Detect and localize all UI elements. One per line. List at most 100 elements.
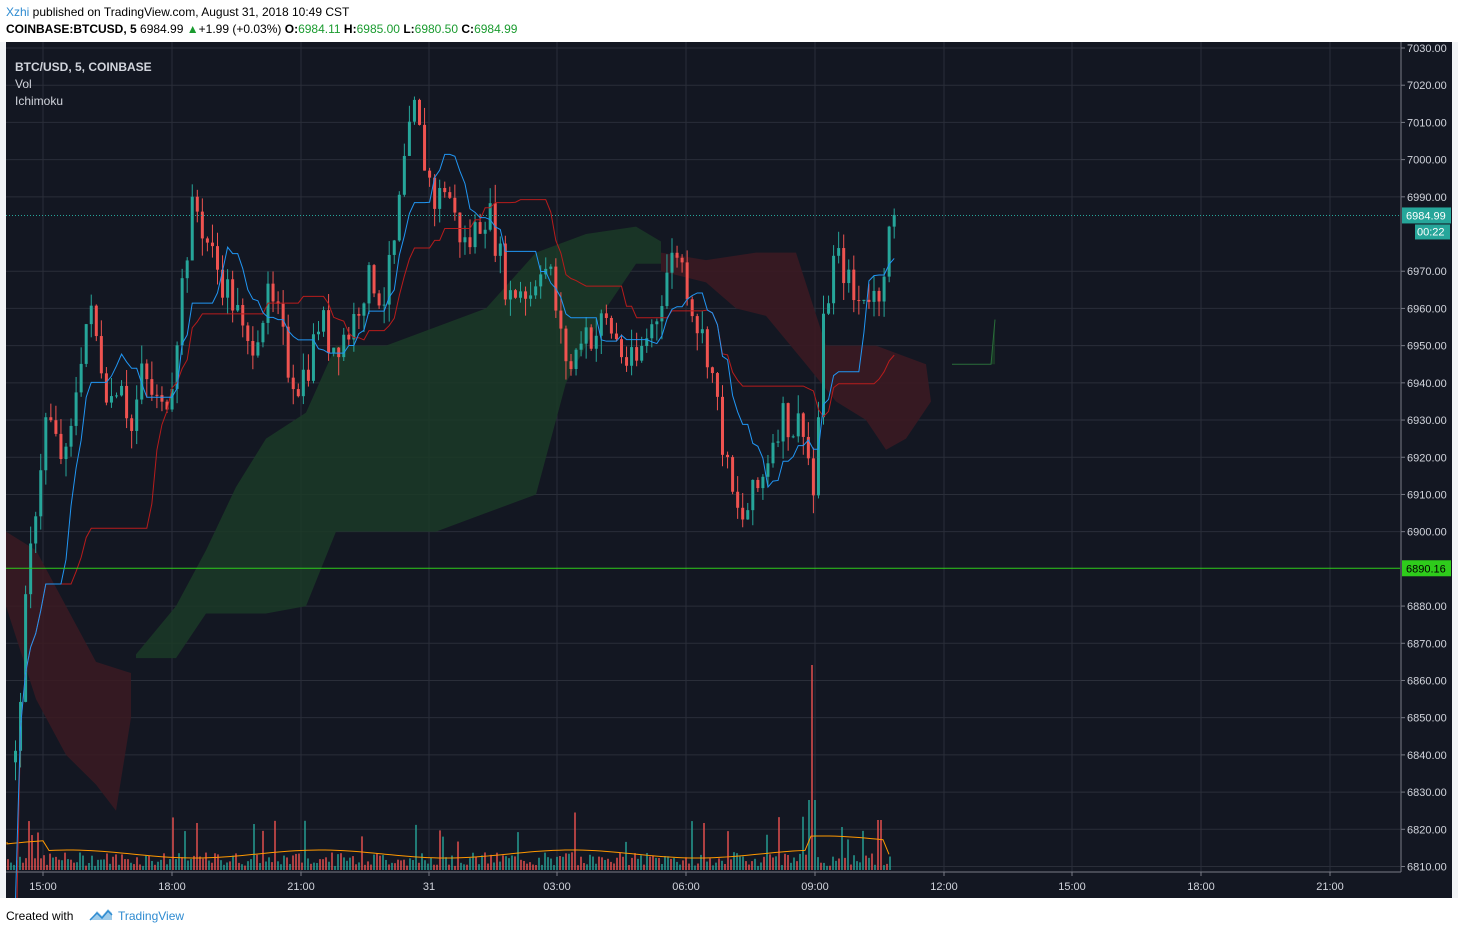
time-tick-label: 21:00 bbox=[1316, 881, 1344, 893]
volume-bar bbox=[310, 863, 312, 870]
volume-bar bbox=[778, 817, 780, 870]
volume-bar bbox=[628, 865, 630, 870]
time-tick-label: 18:00 bbox=[1187, 881, 1215, 893]
volume-bar bbox=[166, 864, 168, 870]
candle-body bbox=[508, 290, 512, 300]
volume-bar bbox=[205, 852, 207, 870]
volume-bar bbox=[79, 852, 81, 870]
legend-ichimoku[interactable]: Ichimoku bbox=[15, 94, 64, 108]
volume-bar bbox=[415, 824, 417, 870]
volume-bar bbox=[199, 856, 201, 870]
volume-bar bbox=[28, 821, 30, 870]
volume-bar bbox=[664, 856, 666, 870]
candle-body bbox=[387, 254, 391, 305]
candle-body bbox=[180, 278, 184, 346]
volume-bar bbox=[211, 862, 213, 870]
candle-body bbox=[796, 413, 800, 437]
candle-body bbox=[534, 286, 538, 296]
volume-bar bbox=[598, 856, 600, 870]
candle-body bbox=[513, 290, 517, 298]
volume-bar bbox=[742, 856, 744, 870]
grid bbox=[6, 42, 1400, 872]
volume-bar bbox=[259, 863, 261, 870]
volume-bar bbox=[619, 852, 621, 870]
tradingview-link[interactable]: TradingView bbox=[118, 909, 185, 923]
candle-body bbox=[736, 491, 740, 508]
volume-bar bbox=[238, 862, 240, 870]
volume-bar bbox=[274, 820, 276, 870]
author-link[interactable]: Xzhi bbox=[6, 5, 30, 19]
volume-bar bbox=[157, 861, 159, 870]
close-label: C: bbox=[461, 22, 475, 36]
candle-body bbox=[710, 367, 714, 374]
candle-body bbox=[438, 188, 442, 209]
volume-bar bbox=[148, 855, 150, 870]
tradingview-logo-icon bbox=[89, 909, 113, 921]
volume-bar bbox=[214, 853, 216, 870]
chart-area[interactable]: 7030.00 7020.00 7010.00 7000.00 6990.00 6970.… bbox=[6, 42, 1452, 898]
candle-body bbox=[246, 325, 250, 341]
price-tick-label: 7010.00 bbox=[1407, 117, 1447, 129]
time-axis: 15:00 18:00 21:00 31 03:00 06:00 09:00 12:00 15:… bbox=[6, 871, 1401, 893]
candle-body bbox=[190, 196, 194, 261]
volume-bar bbox=[418, 862, 420, 870]
volume-bar bbox=[181, 857, 183, 870]
volume-bar bbox=[730, 859, 732, 870]
volume-bar bbox=[118, 864, 120, 870]
candle-body bbox=[493, 203, 497, 256]
volume-bar bbox=[502, 855, 504, 870]
candle-body bbox=[251, 340, 255, 356]
low-label: L: bbox=[403, 22, 415, 36]
candle-body bbox=[109, 396, 113, 403]
candle-body bbox=[256, 342, 260, 356]
volume-bar bbox=[784, 853, 786, 870]
volume-bar bbox=[391, 862, 393, 870]
volume-bar bbox=[859, 862, 861, 870]
candle-body bbox=[670, 252, 674, 273]
volume-bar bbox=[835, 860, 837, 870]
candle-body bbox=[59, 433, 63, 460]
candle-body bbox=[261, 322, 265, 343]
candle-body bbox=[680, 257, 684, 263]
candle-body bbox=[372, 265, 376, 294]
candle-body bbox=[14, 750, 17, 763]
price-tick-label: 6880.00 bbox=[1407, 601, 1447, 613]
price-tick-label: 6940.00 bbox=[1407, 378, 1447, 390]
volume-bar bbox=[580, 856, 582, 870]
candle-body bbox=[857, 300, 861, 302]
volume-bar bbox=[781, 865, 783, 870]
volume-bar bbox=[190, 858, 192, 870]
candle-body bbox=[539, 274, 543, 287]
volume-bar bbox=[520, 859, 522, 870]
volume-bar bbox=[241, 864, 243, 870]
created-with-text: Created with bbox=[6, 909, 74, 923]
volume-bar bbox=[808, 800, 810, 870]
volume-bar bbox=[367, 861, 369, 870]
candle-body bbox=[519, 291, 522, 298]
candle-body bbox=[89, 305, 93, 325]
volume-bar bbox=[760, 862, 762, 870]
level-tag bbox=[1402, 560, 1451, 577]
high-label: H: bbox=[343, 22, 357, 36]
candle-body bbox=[756, 479, 760, 489]
chart-svg[interactable]: 7030.00 7020.00 7010.00 7000.00 6990.00 6970.… bbox=[6, 42, 1452, 898]
candle-body bbox=[473, 222, 477, 248]
tenkan-line bbox=[15, 153, 895, 898]
candle-body bbox=[887, 226, 891, 277]
candle-body bbox=[766, 463, 770, 477]
candle-body bbox=[327, 310, 331, 353]
volume-bar bbox=[880, 820, 882, 870]
volume-bar bbox=[187, 860, 189, 870]
volume-bar bbox=[10, 862, 12, 870]
legend-vol[interactable]: Vol bbox=[15, 77, 32, 91]
volume-bar bbox=[433, 864, 435, 870]
legend-symbol[interactable]: BTC/USD, 5, COINBASE bbox=[15, 60, 152, 74]
volume-bar bbox=[547, 857, 549, 870]
candle-body bbox=[281, 303, 285, 327]
volume-bar bbox=[376, 853, 378, 870]
volume-bar bbox=[826, 865, 828, 870]
volume-bar bbox=[226, 862, 228, 870]
candle-body bbox=[397, 194, 401, 241]
candle-body bbox=[594, 335, 598, 349]
volume-bar bbox=[136, 857, 138, 870]
